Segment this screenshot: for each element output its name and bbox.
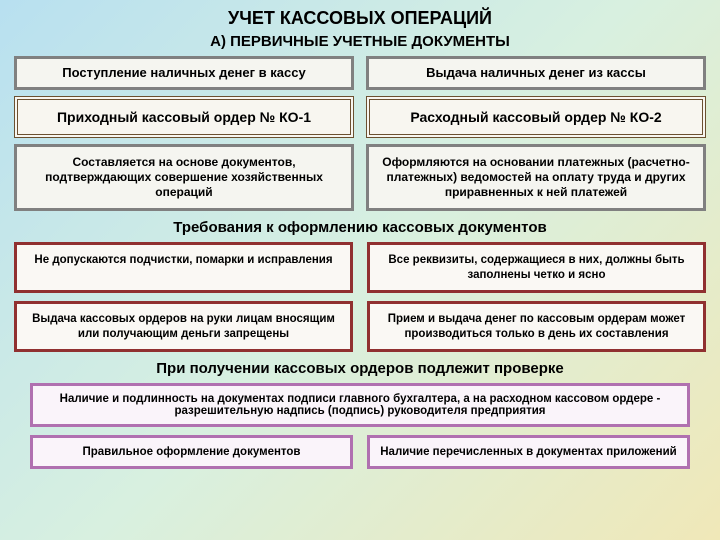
req-row-2: Выдача кассовых ордеров на руки лицам вн…: [14, 301, 706, 352]
check-wide-box: Наличие и подлинность на документах подп…: [30, 383, 690, 427]
check-right-box: Наличие перечисленных в документах прило…: [367, 435, 690, 469]
check-title: При получении кассовых ордеров подлежит …: [14, 360, 706, 377]
left-desc-box: Составляется на основе документов, подтв…: [14, 144, 354, 211]
req-box-2: Все реквизиты, содержащиеся в них, должн…: [367, 242, 706, 293]
left-order-box: Приходный кассовый ордер № КО-1: [14, 96, 354, 138]
req-box-3: Выдача кассовых ордеров на руки лицам вн…: [14, 301, 353, 352]
right-order-box: Расходный кассовый ордер № КО-2: [366, 96, 706, 138]
req-box-4: Прием и выдача денег по кассовым ордерам…: [367, 301, 706, 352]
right-desc-box: Оформляются на основании платежных (расч…: [366, 144, 706, 211]
check-left-box: Правильное оформление документов: [30, 435, 353, 469]
order-row: Приходный кассовый ордер № КО-1 Расходны…: [14, 96, 706, 138]
req-row-1: Не допускаются подчистки, помарки и испр…: [14, 242, 706, 293]
right-header-box: Выдача наличных денег из кассы: [366, 56, 706, 90]
page-title: УЧЕТ КАССОВЫХ ОПЕРАЦИЙ: [14, 8, 706, 29]
page-subtitle: А) ПЕРВИЧНЫЕ УЧЕТНЫЕ ДОКУМЕНТЫ: [14, 33, 706, 50]
desc-row: Составляется на основе документов, подтв…: [14, 144, 706, 211]
requirements-title: Требования к оформлению кассовых докумен…: [14, 219, 706, 236]
req-box-1: Не допускаются подчистки, помарки и испр…: [14, 242, 353, 293]
check-row: Правильное оформление документов Наличие…: [30, 435, 690, 469]
header-row: Поступление наличных денег в кассу Выдач…: [14, 56, 706, 90]
left-header-box: Поступление наличных денег в кассу: [14, 56, 354, 90]
